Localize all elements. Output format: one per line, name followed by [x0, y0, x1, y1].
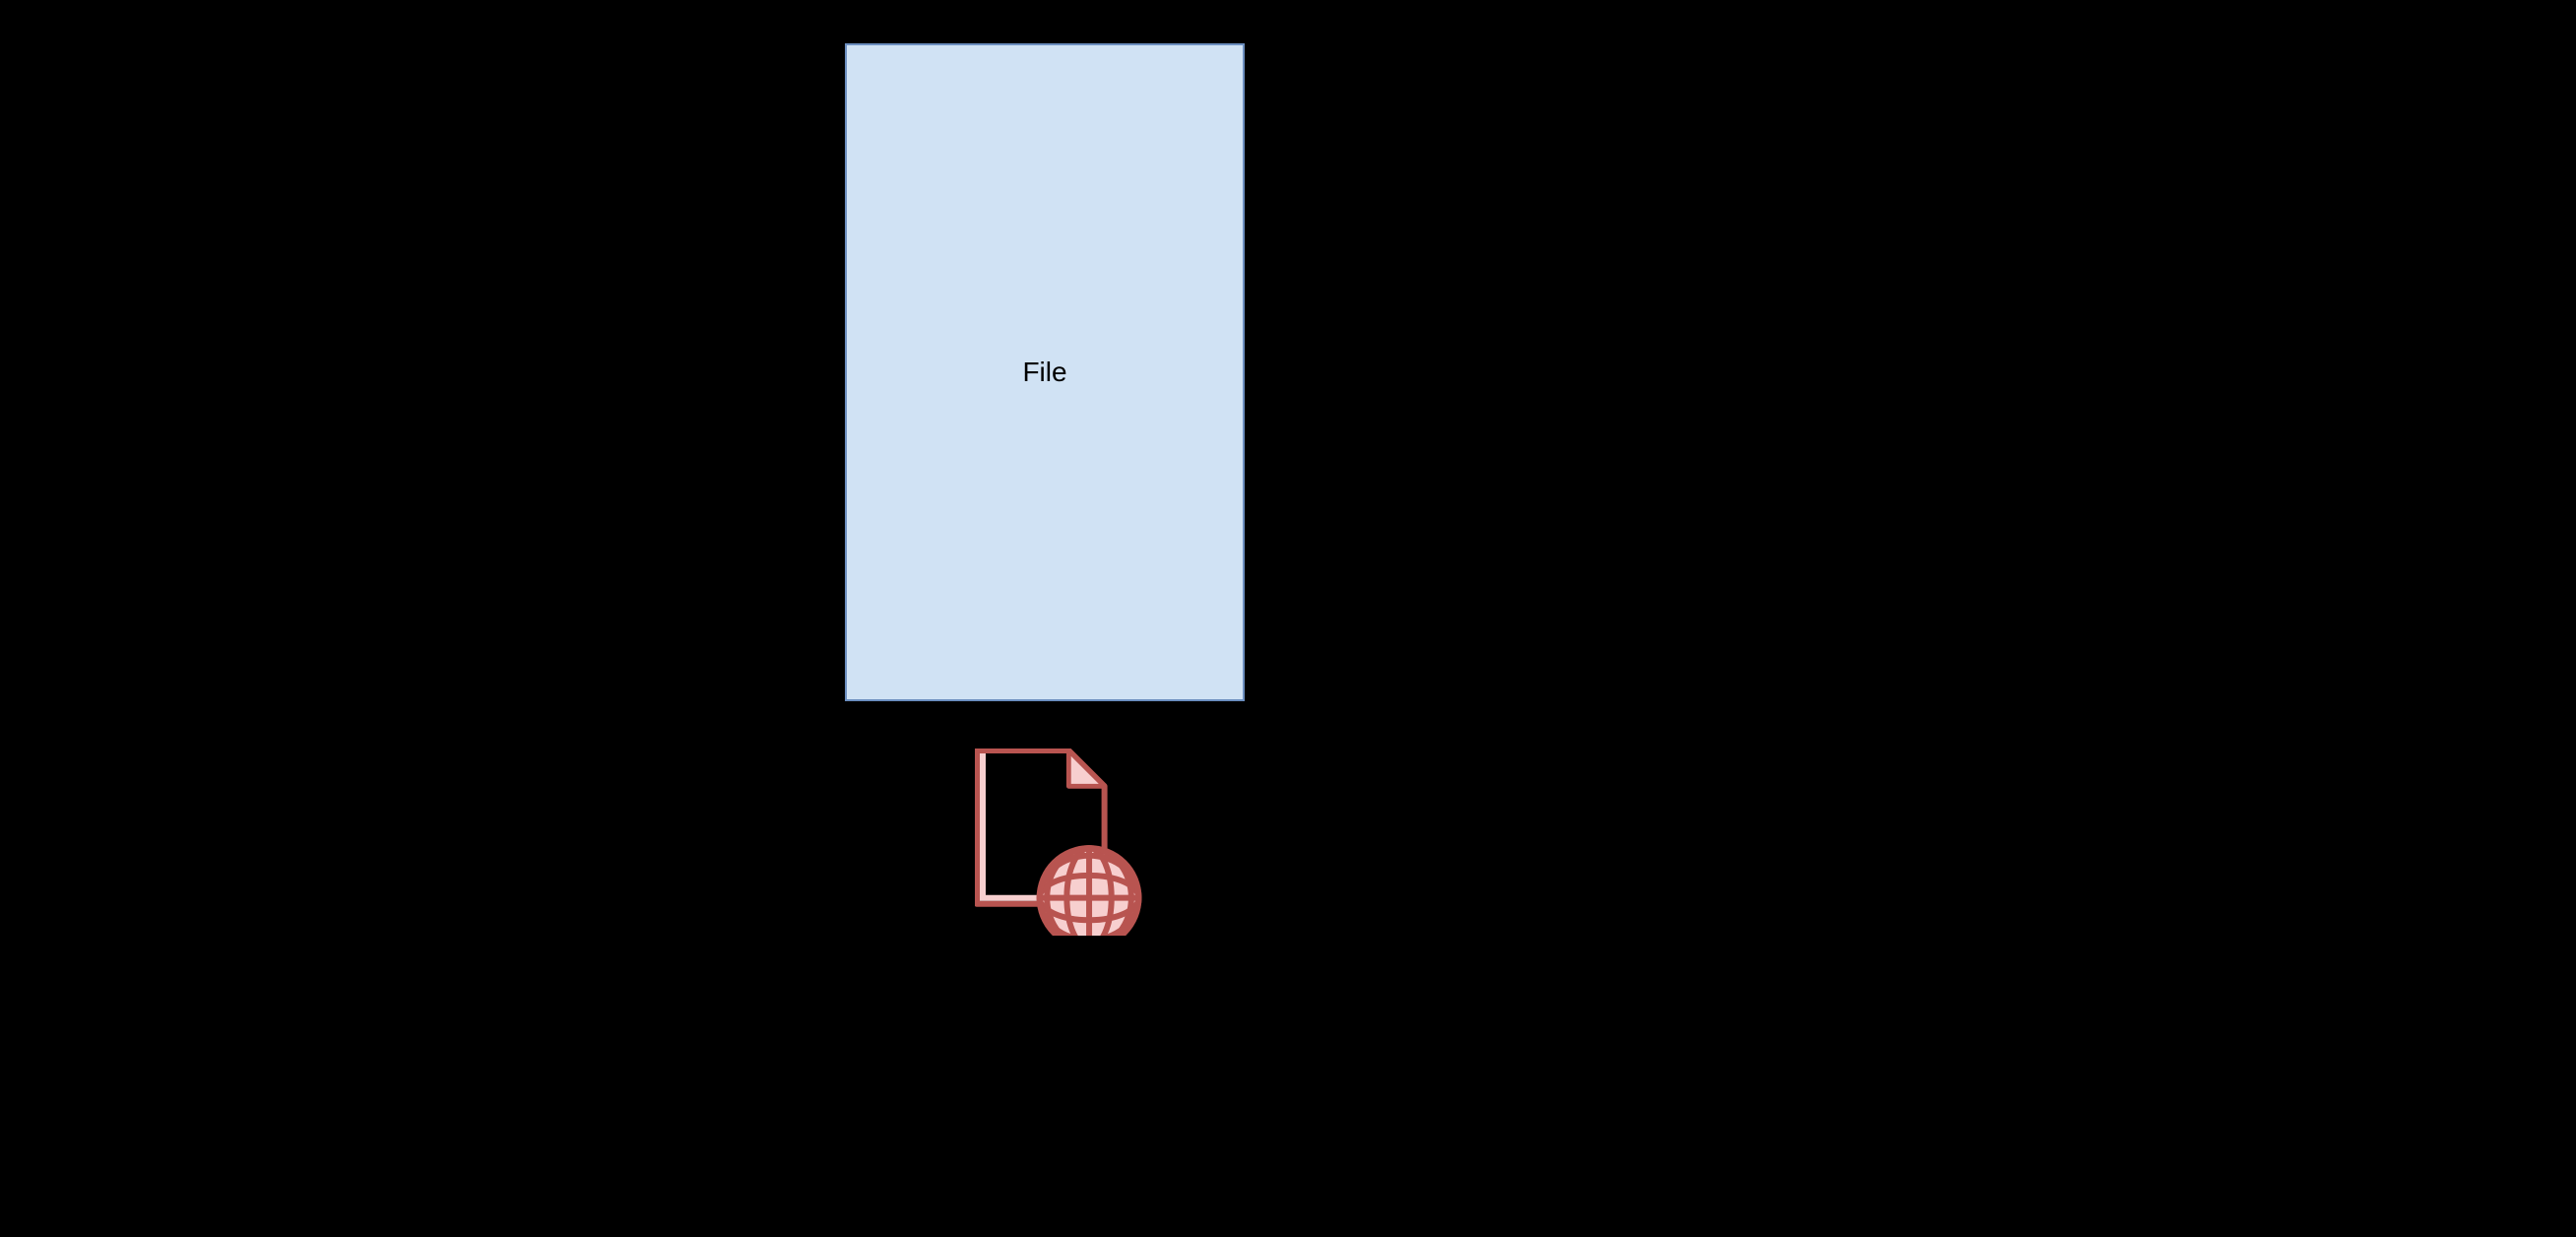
file-box-label: File — [1022, 357, 1066, 388]
diagram-canvas: File — [0, 0, 2576, 1237]
file-box: File — [845, 43, 1245, 701]
web-file-icon — [975, 749, 1152, 936]
